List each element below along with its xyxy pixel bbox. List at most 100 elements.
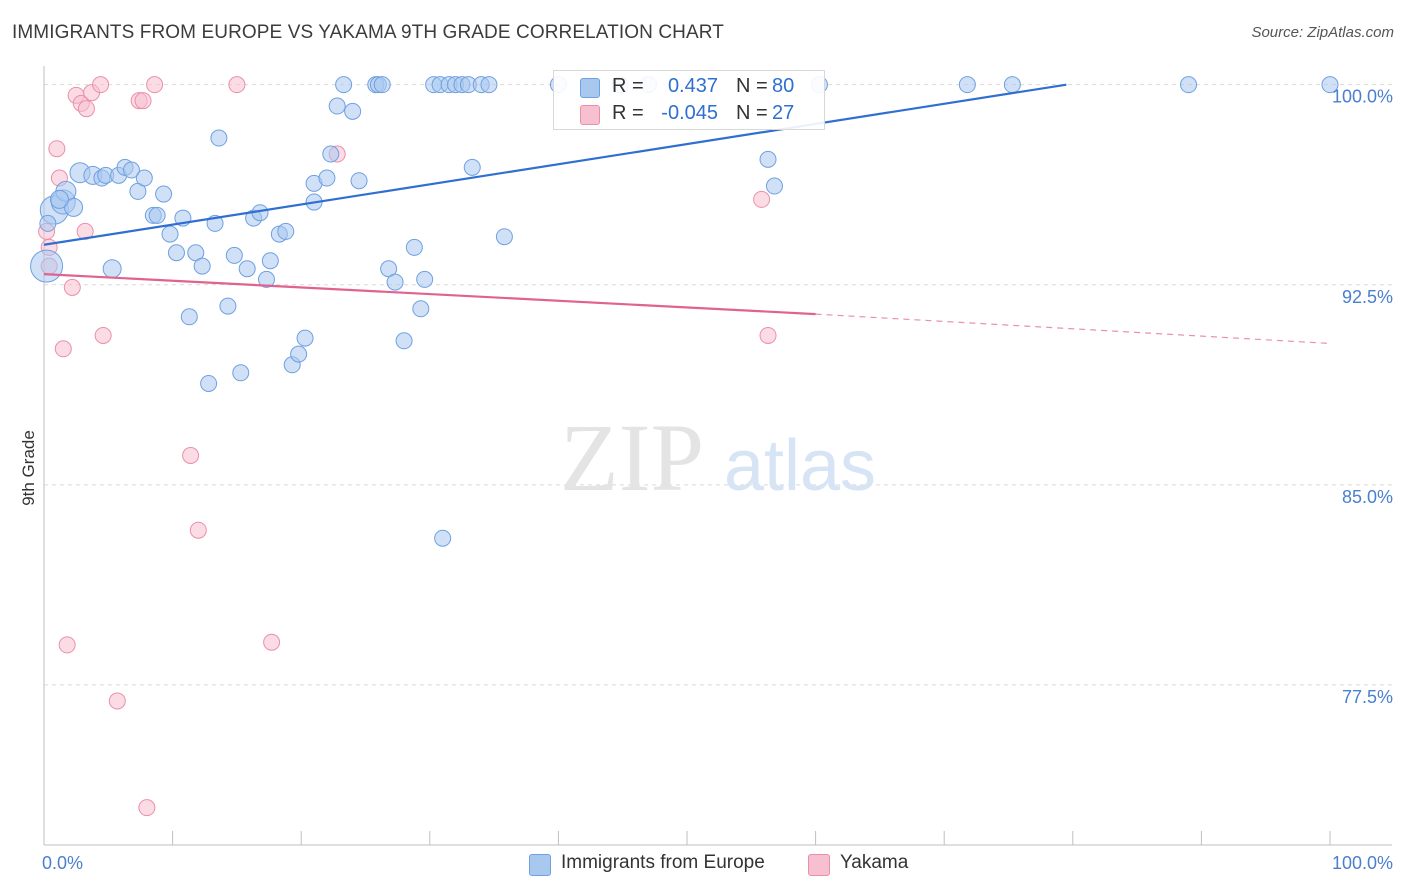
europe-point-24 bbox=[200, 374, 218, 392]
europe-point-66 bbox=[480, 76, 498, 94]
legend-row-europe: R = 0.437 N = 80 bbox=[554, 74, 824, 100]
legend-n-label: N = bbox=[736, 102, 768, 124]
europe-point-18 bbox=[161, 225, 179, 243]
europe-point-46 bbox=[344, 102, 362, 120]
europe-point-67 bbox=[495, 228, 513, 246]
europe-point-45 bbox=[335, 76, 353, 94]
y-tick-label-3: 77.5% bbox=[1342, 687, 1393, 707]
chart-source: Source: ZipAtlas.com bbox=[1251, 24, 1394, 41]
grid-lines bbox=[44, 84, 1392, 686]
yakama-point-19 bbox=[146, 76, 164, 94]
europe-point-43 bbox=[322, 145, 340, 163]
legend-label-yakama: Yakama bbox=[840, 852, 909, 873]
watermark-zip: ZIP bbox=[560, 404, 704, 511]
europe-point-74 bbox=[958, 76, 976, 94]
europe-points bbox=[30, 76, 1339, 547]
europe-point-75 bbox=[1003, 76, 1021, 94]
europe-point-21 bbox=[180, 308, 198, 326]
europe-point-53 bbox=[395, 332, 413, 350]
europe-point-76 bbox=[1180, 76, 1198, 94]
europe-point-19 bbox=[167, 244, 185, 262]
legend-swatch-yakama bbox=[808, 854, 830, 876]
legend-n-value: 27 bbox=[772, 102, 795, 124]
legend-r-value: 0.437 bbox=[667, 75, 718, 97]
europe-point-26 bbox=[210, 129, 228, 147]
europe-point-9 bbox=[102, 259, 122, 279]
trend-line-yakama-extension bbox=[815, 313, 1331, 345]
yakama-point-26 bbox=[759, 326, 777, 344]
europe-point-71 bbox=[759, 150, 777, 168]
legend-label-europe: Immigrants from Europe bbox=[561, 852, 765, 873]
europe-point-12 bbox=[122, 161, 140, 179]
yakama-point-15 bbox=[108, 692, 126, 710]
yakama-point-20 bbox=[182, 447, 200, 464]
y-tick-label-1: 92.5% bbox=[1342, 287, 1393, 307]
watermark-atlas: atlas bbox=[724, 426, 876, 506]
europe-point-52 bbox=[386, 273, 404, 291]
europe-point-16 bbox=[148, 206, 166, 224]
yakama-point-14 bbox=[94, 326, 112, 344]
yakama-point-21 bbox=[189, 521, 207, 539]
x-tick-label-1: 100.0% bbox=[1332, 853, 1393, 873]
yakama-point-5 bbox=[54, 340, 72, 358]
trend-lines bbox=[43, 83, 1331, 345]
europe-point-44 bbox=[328, 97, 346, 115]
europe-point-28 bbox=[225, 246, 243, 264]
y-tick-label-2: 85.0% bbox=[1342, 487, 1393, 507]
x-tick-label-0: 0.0% bbox=[42, 853, 83, 873]
yakama-point-3 bbox=[48, 140, 66, 158]
yakama-point-7 bbox=[63, 278, 81, 296]
yakama-point-13 bbox=[92, 76, 110, 94]
yakama-point-6 bbox=[58, 636, 76, 654]
y-tick-label-0: 100.0% bbox=[1332, 87, 1393, 107]
trend-line-europe bbox=[43, 83, 1067, 246]
legend-r-value: -0.045 bbox=[661, 102, 718, 124]
legend-swatch-europe bbox=[529, 854, 551, 876]
europe-point-77 bbox=[1321, 76, 1339, 94]
europe-point-59 bbox=[434, 529, 452, 547]
europe-point-14 bbox=[135, 169, 153, 187]
legend-r-label: R = bbox=[612, 75, 644, 97]
yakama-point-18 bbox=[138, 799, 156, 817]
legend-swatch-europe bbox=[580, 78, 600, 98]
yakama-point-23 bbox=[263, 633, 281, 651]
y-axis-label: 9th Grade bbox=[19, 430, 38, 506]
europe-point-38 bbox=[290, 345, 308, 363]
europe-point-17 bbox=[155, 185, 173, 203]
europe-point-4 bbox=[64, 197, 84, 217]
europe-point-33 bbox=[257, 270, 275, 288]
europe-point-42 bbox=[318, 169, 336, 187]
europe-point-34 bbox=[261, 252, 279, 270]
europe-point-23 bbox=[193, 257, 211, 275]
legend-swatch-yakama bbox=[580, 105, 600, 125]
europe-point-56 bbox=[416, 270, 434, 288]
europe-point-47 bbox=[350, 172, 368, 190]
europe-point-64 bbox=[463, 158, 481, 176]
yakama-point-17 bbox=[134, 92, 152, 110]
europe-point-78 bbox=[39, 214, 57, 232]
europe-point-0 bbox=[30, 249, 64, 283]
stats-legend: R = 0.437 N = 80 R = -0.045 N = 27 bbox=[553, 70, 825, 130]
yakama-point-25 bbox=[753, 190, 771, 208]
legend-n-label: N = bbox=[736, 75, 768, 97]
yakama-point-22 bbox=[228, 76, 246, 94]
europe-point-50 bbox=[373, 76, 391, 94]
europe-point-55 bbox=[412, 300, 430, 318]
series-legend: Immigrants from Europe Yakama bbox=[0, 852, 1406, 878]
europe-point-27 bbox=[219, 297, 237, 315]
legend-n-value: 80 bbox=[772, 75, 795, 97]
europe-point-54 bbox=[405, 238, 423, 256]
trend-line-yakama bbox=[43, 272, 816, 316]
yakama-point-11 bbox=[77, 100, 95, 118]
legend-r-label: R = bbox=[612, 102, 644, 124]
europe-point-79 bbox=[49, 189, 69, 209]
europe-point-36 bbox=[277, 222, 295, 240]
europe-point-30 bbox=[238, 260, 256, 278]
europe-point-39 bbox=[296, 329, 314, 347]
axes bbox=[43, 66, 1392, 846]
tick-labels: 100.0% 92.5% 85.0% 77.5% 0.0% 100.0% bbox=[42, 87, 1393, 873]
chart-title: IMMIGRANTS FROM EUROPE VS YAKAMA 9TH GRA… bbox=[12, 22, 724, 43]
legend-row-yakama: R = -0.045 N = 27 bbox=[554, 101, 824, 127]
europe-point-29 bbox=[232, 364, 250, 382]
